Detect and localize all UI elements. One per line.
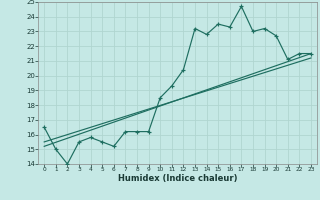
- X-axis label: Humidex (Indice chaleur): Humidex (Indice chaleur): [118, 174, 237, 183]
